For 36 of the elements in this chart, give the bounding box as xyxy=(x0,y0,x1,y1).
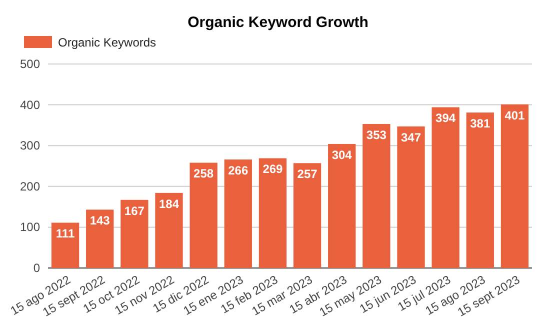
bar xyxy=(362,124,390,268)
bar xyxy=(500,104,529,268)
bar xyxy=(155,192,183,268)
bar xyxy=(432,107,460,268)
bar xyxy=(397,126,425,268)
bar xyxy=(328,144,356,268)
bar xyxy=(51,222,80,268)
data-label: 269 xyxy=(262,162,284,176)
bar xyxy=(258,158,287,268)
data-label: 184 xyxy=(158,196,180,211)
y-tick-label: 500 xyxy=(20,57,40,71)
data-label: 257 xyxy=(297,167,318,182)
data-label: 401 xyxy=(504,108,526,122)
bar xyxy=(293,163,322,268)
bar xyxy=(120,200,148,268)
chart-title: Organic Keyword Growth xyxy=(188,14,368,31)
bar xyxy=(190,162,218,268)
data-label: 167 xyxy=(124,204,145,218)
bar xyxy=(466,112,494,268)
data-label: 347 xyxy=(400,130,422,144)
data-label: 353 xyxy=(366,128,387,142)
y-tick-label: 200 xyxy=(20,179,40,194)
legend-label: Organic Keywords xyxy=(58,36,156,50)
data-label: 381 xyxy=(470,116,490,131)
data-label: 258 xyxy=(194,166,214,181)
data-label: 143 xyxy=(90,214,110,228)
y-tick-label: 0 xyxy=(33,261,40,275)
data-label: 266 xyxy=(228,163,248,178)
y-tick-label: 300 xyxy=(20,138,40,153)
data-label: 394 xyxy=(436,111,456,126)
bar xyxy=(224,159,252,268)
y-tick-label: 400 xyxy=(20,98,40,112)
data-label: 111 xyxy=(56,226,75,241)
data-label: 304 xyxy=(332,148,352,162)
y-tick-label: 100 xyxy=(20,220,40,234)
bar xyxy=(86,210,114,268)
